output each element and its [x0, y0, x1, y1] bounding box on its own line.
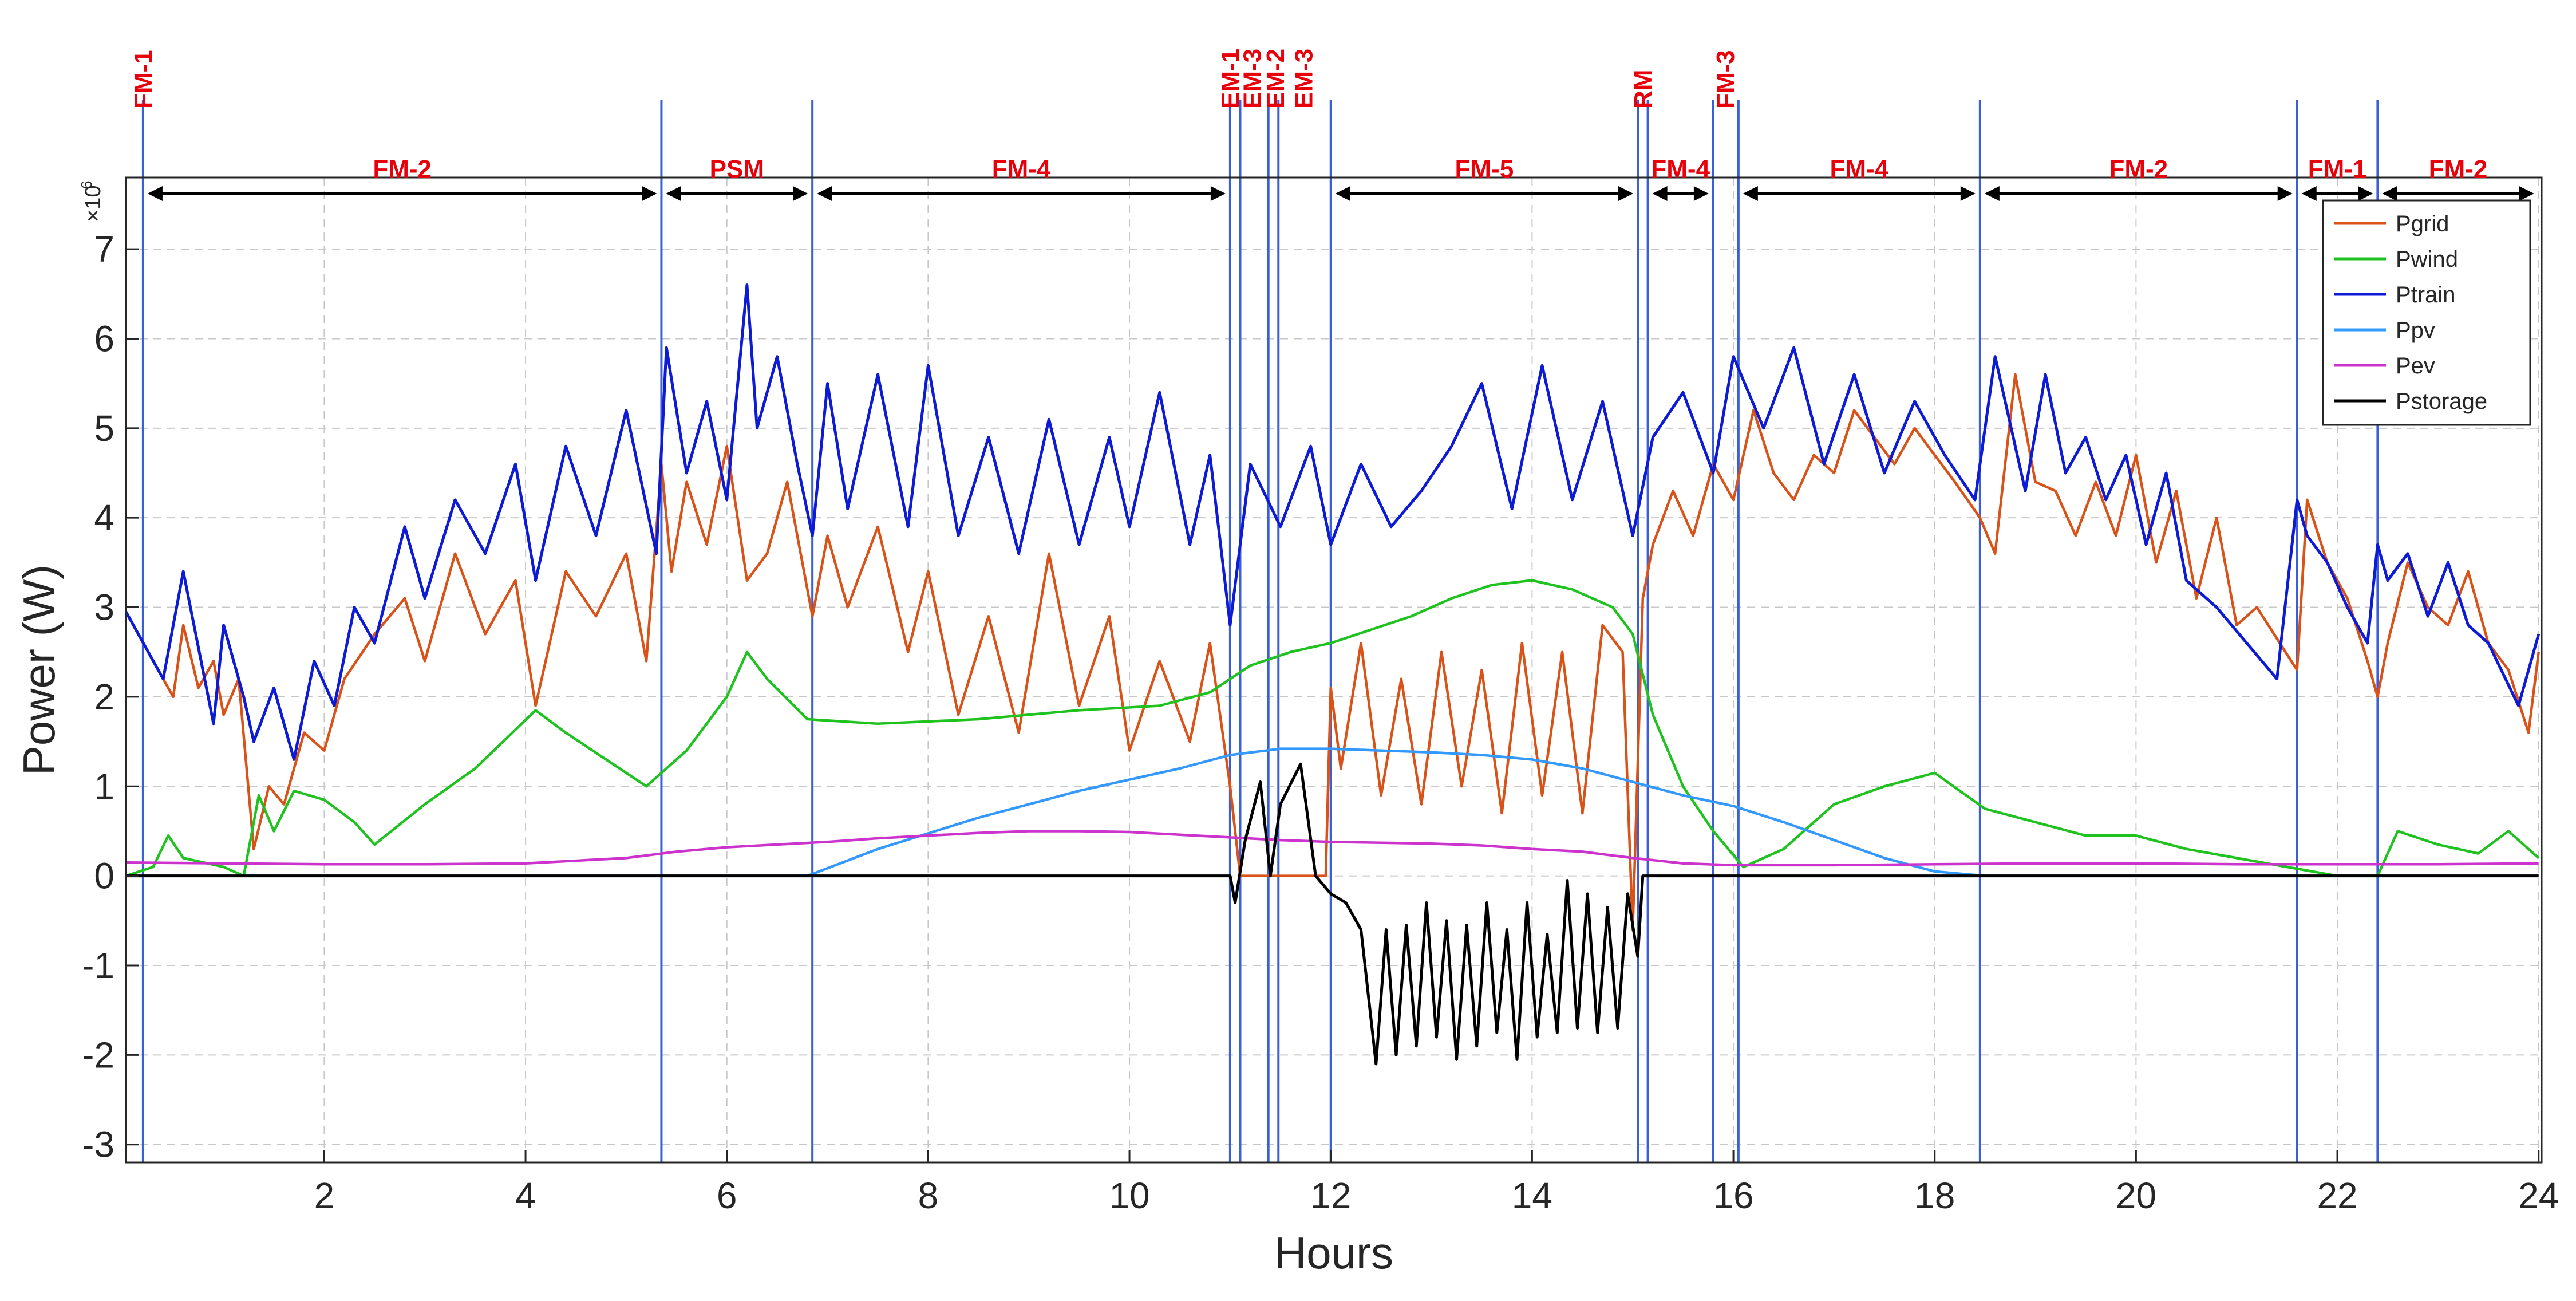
y-axis-ticks: -3 -2 -1 0 1 2 3 4 5 6 7 — [82, 228, 139, 1165]
mode-arrow-head-left — [1984, 186, 2000, 201]
y-tick-label: 2 — [94, 676, 114, 717]
mode-arrow-head-left — [2382, 186, 2397, 201]
mode-label: PSM — [710, 155, 764, 183]
y-tick-label: 0 — [94, 855, 114, 897]
mode-label: FM-4 — [1651, 155, 1710, 183]
series-line-pwind — [125, 579, 2540, 877]
legend-box — [2322, 199, 2531, 426]
y-axis-title: Power (W) — [14, 565, 64, 775]
mode-label-vertical: EM-3 — [1290, 49, 1318, 109]
legend-label-pwind: Pwind — [2396, 247, 2458, 272]
y-axis-exponent: ×10 6 — [78, 181, 105, 222]
legend-label-ptrain: Ptrain — [2396, 282, 2456, 307]
series-line-pev — [125, 830, 2539, 867]
y-tick-label: 3 — [94, 587, 114, 628]
y-tick-label: 1 — [94, 766, 114, 807]
y-exponent: 6 — [78, 181, 95, 189]
mode-label: FM-5 — [1455, 155, 1514, 183]
mode-arrow-head-left — [1652, 186, 1668, 201]
mode-arrow-head-right — [2519, 186, 2534, 201]
x-tick-label: 22 — [2317, 1175, 2357, 1216]
mode-arrow-head-left — [147, 186, 163, 201]
mode-arrow-head-right — [1693, 186, 1709, 201]
mode-label: FM-4 — [1830, 155, 1889, 183]
plot-frame — [125, 176, 2543, 1164]
x-axis-ticks: 2 4 6 8 10 12 14 16 18 20 22 24 — [314, 1150, 2559, 1216]
plot-area — [124, 100, 2543, 1164]
mode-arrow-head-right — [793, 186, 808, 201]
legend: Pgrid Pwind Ptrain Ppv Pev Pstorage — [2322, 199, 2531, 426]
series-line-ptrain — [124, 283, 2541, 761]
x-tick-label: 14 — [1512, 1175, 1552, 1216]
legend-label-pstorage: Pstorage — [2396, 389, 2487, 414]
x-tick-label: 20 — [2116, 1175, 2156, 1216]
x-tick-label: 8 — [918, 1175, 939, 1216]
y-tick-label: 5 — [94, 408, 114, 449]
mode-arrow-head-left — [666, 186, 681, 201]
mode-annotations: FM-1FM-2 PSM FM-4EM-1EM-3EM-2 EM-3FM-5RMFM-… — [129, 49, 2534, 201]
series-lines — [124, 283, 2541, 1066]
y-tick-label: -1 — [82, 945, 114, 986]
legend-label-pev: Pev — [2396, 353, 2435, 379]
series-line-ppv — [126, 747, 2539, 877]
mode-label-vertical: EM-3 — [1239, 49, 1267, 109]
x-tick-label: 18 — [1914, 1175, 1955, 1216]
y-tick-label: 4 — [94, 497, 114, 538]
mode-arrow-head-right — [1618, 186, 1634, 201]
plot-frame-fill — [126, 178, 2542, 1162]
mode-arrow-head-right — [2358, 186, 2373, 201]
y-tick-label: -2 — [82, 1034, 114, 1075]
mode-label: FM-2 — [2429, 155, 2488, 183]
mode-label: FM-2 — [373, 155, 432, 183]
mode-label: FM-2 — [2109, 155, 2168, 183]
mode-arrow-head-left — [817, 186, 832, 201]
mode-label-vertical: EM-1 — [1216, 49, 1244, 109]
y-tick-label: 7 — [94, 228, 114, 270]
y-multiplier: ×10 — [81, 186, 105, 222]
mode-arrow-head-right — [2277, 186, 2293, 201]
mode-label-vertical: EM-2 — [1262, 49, 1290, 109]
mode-arrow-head-right — [1210, 186, 1226, 201]
mode-label-vertical: FM-3 — [1712, 50, 1740, 109]
y-tick-label: -3 — [82, 1124, 114, 1165]
mode-arrow-head-left — [1743, 186, 1758, 201]
y-tick-label: 6 — [94, 318, 114, 359]
x-tick-label: 4 — [515, 1175, 536, 1216]
legend-label-pgrid: Pgrid — [2396, 211, 2449, 236]
mode-label-vertical: FM-1 — [129, 50, 157, 109]
mode-arrow-head-right — [1960, 186, 1976, 201]
x-tick-label: 2 — [314, 1175, 335, 1216]
legend-label-ppv: Ppv — [2396, 318, 2435, 343]
x-tick-label: 12 — [1310, 1175, 1351, 1216]
mode-label-vertical: RM — [1629, 70, 1657, 109]
mode-arrow-head-left — [2301, 186, 2317, 201]
x-axis-title: Hours — [1274, 1228, 1393, 1278]
x-tick-label: 10 — [1109, 1175, 1149, 1216]
x-tick-label: 16 — [1713, 1175, 1753, 1216]
series-line-pgrid — [125, 373, 2540, 931]
x-tick-label: 6 — [717, 1175, 737, 1216]
x-tick-label: 24 — [2518, 1175, 2559, 1216]
mode-arrow-head-left — [1335, 186, 1350, 201]
series-line-pstorage — [126, 762, 2539, 1066]
mode-label: FM-1 — [2308, 155, 2367, 183]
mode-label: FM-4 — [992, 155, 1051, 183]
mode-arrow-head-right — [642, 186, 657, 201]
